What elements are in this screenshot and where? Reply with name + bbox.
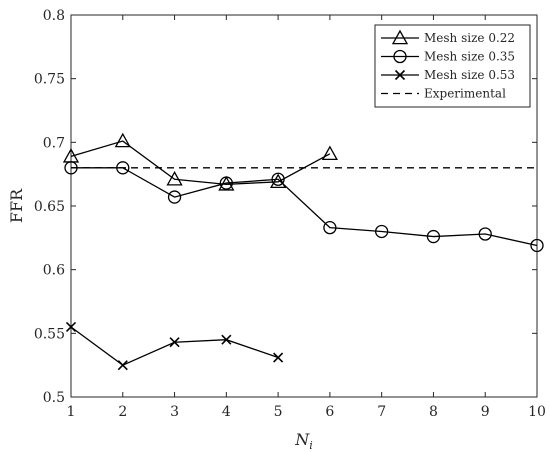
data-point <box>530 238 544 253</box>
x-tick-label: 1 <box>67 404 76 420</box>
axis-ticks: 1 2 3 4 5 6 7 8 9 10 0.5 0.55 0.6 0.65 0.7 0.75 0.8 <box>34 8 546 420</box>
data-point <box>478 227 492 241</box>
data-point <box>375 224 389 239</box>
x-tick-label: 7 <box>377 404 386 420</box>
x-tick-label: 4 <box>222 404 231 420</box>
data-point <box>271 172 285 186</box>
x-tick-label: 3 <box>170 404 179 420</box>
x-tick-label: 8 <box>429 404 438 420</box>
y-tick-label: 0.65 <box>34 199 65 215</box>
y-tick-label: 0.75 <box>34 72 65 88</box>
legend-marker <box>393 49 407 64</box>
data-point <box>117 360 128 371</box>
data-point <box>221 334 232 345</box>
y-tick-label: 0.7 <box>43 135 65 151</box>
legend-label: Mesh size 0.22 <box>424 31 515 45</box>
data-point <box>65 321 77 333</box>
legend: Mesh size 0.22 Mesh size 0.35 Mesh size 0.… <box>374 24 531 108</box>
x-axis-label: Ni <box>294 430 313 452</box>
data-point <box>114 132 131 148</box>
y-tick-label: 0.55 <box>34 326 65 342</box>
x-tick-label: 2 <box>118 404 127 420</box>
legend-marker <box>394 69 406 81</box>
y-tick-label: 0.8 <box>43 8 65 24</box>
y-tick-label: 0.6 <box>43 263 65 279</box>
legend-label: Mesh size 0.35 <box>424 50 515 64</box>
data-point <box>166 170 183 186</box>
x-tick-label: 10 <box>528 404 546 420</box>
y-tick-label: 0.5 <box>43 390 65 406</box>
data-point <box>116 161 130 175</box>
x-axis-label-subscript: i <box>309 439 313 452</box>
data-point <box>323 220 337 235</box>
x-tick-label: 5 <box>274 404 283 420</box>
x-tick-label: 6 <box>325 404 334 420</box>
data-point <box>167 190 182 204</box>
y-axis-label: FFR <box>7 188 26 223</box>
x-tick-label: 9 <box>481 404 490 420</box>
legend-label: Mesh size 0.53 <box>424 68 515 82</box>
data-point <box>219 176 233 190</box>
legend-box <box>374 24 531 108</box>
series-line-1 <box>70 140 331 186</box>
data-point <box>270 173 287 189</box>
data-point <box>273 352 284 363</box>
legend-marker <box>391 29 409 45</box>
data-point <box>321 145 338 161</box>
data-point <box>426 229 441 244</box>
series-line-2 <box>71 167 538 247</box>
series-layer <box>62 132 544 371</box>
x-axis-label-main: N <box>294 430 310 449</box>
data-point <box>169 337 180 348</box>
legend-label: Experimental <box>424 87 506 101</box>
data-point <box>64 161 78 175</box>
